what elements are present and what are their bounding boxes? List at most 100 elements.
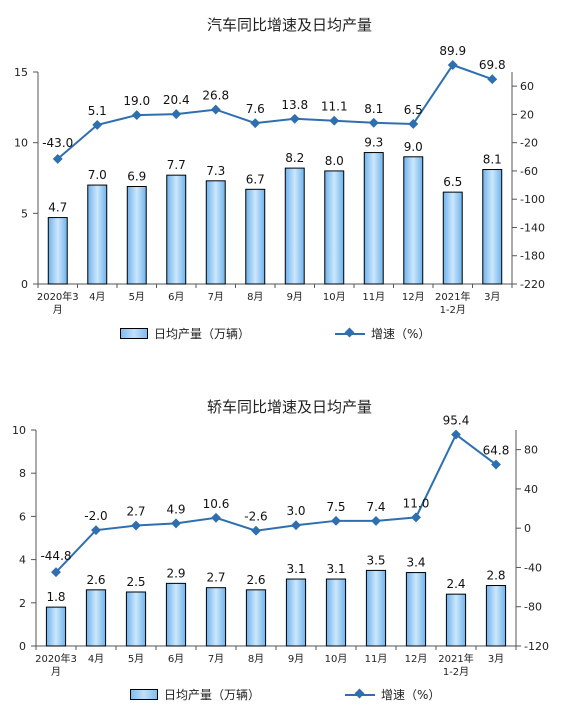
growth-line xyxy=(55,432,497,573)
bar-value-label: 7.0 xyxy=(88,168,107,182)
x-tick-label: 4月 xyxy=(89,291,105,303)
x-tick-label: 5月 xyxy=(128,653,144,665)
line-value-label: -2.0 xyxy=(84,509,107,523)
bar-value-label: 6.5 xyxy=(443,175,462,189)
left-tick-label: 6 xyxy=(19,510,26,523)
line-point xyxy=(331,515,341,526)
bar xyxy=(363,152,384,285)
x-tick-label: 11月 xyxy=(362,291,385,303)
chart-panel-sedan: 轿车同比增速及日均产量 0 2 4 6 8 10 80 40 0 -40 -80 -120 2020年3… xyxy=(0,356,579,712)
left-tick-label: 10 xyxy=(12,424,26,437)
right-tick-label: -20 xyxy=(520,137,538,150)
x-tick-label: 6月 xyxy=(168,653,184,665)
growth-line xyxy=(57,63,493,160)
legend-bar: 日均产量（万辆） xyxy=(130,686,260,703)
bar xyxy=(324,170,345,285)
x-tick-label: 8月 xyxy=(248,653,264,665)
right-tick-label: -40 xyxy=(524,561,542,574)
legend-line-label: 增速（%） xyxy=(381,688,441,702)
bar-value-label: 3.4 xyxy=(406,556,425,570)
line-value-label: 3.0 xyxy=(286,504,305,518)
bar xyxy=(205,587,227,647)
right-tick-label: -60 xyxy=(520,165,538,178)
bar-value-label: 2.6 xyxy=(86,573,105,587)
bar xyxy=(405,572,427,647)
x-tick-label: 1-2月 xyxy=(440,304,466,316)
line-point xyxy=(131,520,141,531)
x-tick-label: 2021年 xyxy=(435,290,470,303)
bar-swatch-icon xyxy=(120,328,148,339)
x-tick-label: 6月 xyxy=(168,291,184,303)
x-tick-label: 4月 xyxy=(88,653,104,665)
x-tick-label: 9月 xyxy=(288,653,304,665)
line-point xyxy=(210,104,221,115)
bar-value-label: 9.0 xyxy=(404,140,423,154)
bar-value-label: 2.7 xyxy=(206,571,225,585)
left-tick-label: 10 xyxy=(14,137,28,150)
line-point xyxy=(329,115,340,126)
line-point xyxy=(171,518,181,529)
bar xyxy=(87,184,108,285)
line-point xyxy=(251,525,261,536)
line-value-label: 5.1 xyxy=(88,104,107,118)
x-tick-label: 2020年3 xyxy=(35,652,77,665)
right-tick-label: -180 xyxy=(520,250,545,263)
bar-value-label: 8.0 xyxy=(325,154,344,168)
x-tick-label: 9月 xyxy=(287,291,303,303)
legend-line-label: 增速（%） xyxy=(371,327,431,341)
x-tick-label: 10月 xyxy=(325,653,348,665)
right-tick-label: 80 xyxy=(524,444,538,457)
line-value-label: 7.4 xyxy=(366,500,385,514)
left-tick-label: 4 xyxy=(19,554,26,567)
x-tick-label: 月 xyxy=(53,304,63,316)
x-tick-label: 12月 xyxy=(402,291,425,303)
line-value-label: 8.1 xyxy=(364,102,383,116)
line-point xyxy=(131,110,142,121)
x-tick-label: 2021年 xyxy=(438,652,473,665)
x-tick-label: 3月 xyxy=(488,653,504,665)
right-tick-label: 40 xyxy=(524,483,538,496)
bar xyxy=(285,578,307,647)
left-tick-label: 2 xyxy=(19,597,26,610)
legend-bar-label: 日均产量（万辆） xyxy=(154,327,251,341)
x-tick-label: 12月 xyxy=(405,653,428,665)
line-point xyxy=(368,117,379,128)
right-tick-label: 20 xyxy=(520,108,534,121)
legend-bar: 日均产量（万辆） xyxy=(120,325,250,342)
bar xyxy=(365,569,387,647)
x-tick-label: 月 xyxy=(51,666,61,678)
line-point xyxy=(487,74,498,85)
bar xyxy=(245,188,266,285)
bar xyxy=(47,217,68,285)
legend-line: 增速（%） xyxy=(335,325,430,342)
line-value-label: 10.6 xyxy=(203,497,230,511)
bar-value-label: 3.1 xyxy=(326,562,345,576)
left-tick-label: 15 xyxy=(14,66,28,79)
left-tick-label: 5 xyxy=(21,207,28,220)
bar xyxy=(45,606,67,647)
bar xyxy=(245,589,267,647)
bar-value-label: 8.2 xyxy=(285,151,304,165)
chart-title: 汽车同比增速及日均产量 xyxy=(206,16,372,34)
right-tick-label: -220 xyxy=(520,278,545,291)
line-point xyxy=(371,515,381,526)
bar xyxy=(445,593,467,647)
line-value-label: 19.0 xyxy=(123,94,150,108)
bar xyxy=(166,174,187,285)
line-value-label: 13.8 xyxy=(281,98,308,112)
line-value-label: 11.0 xyxy=(403,496,430,510)
bar-value-label: 2.8 xyxy=(486,569,505,583)
left-tick-label: 0 xyxy=(19,640,26,653)
chart-title: 轿车同比增速及日均产量 xyxy=(206,398,372,416)
line-value-label: 69.8 xyxy=(479,58,506,72)
x-tick-label: 11月 xyxy=(365,653,388,665)
bar-value-label: 9.3 xyxy=(364,136,383,150)
bar-value-label: 3.1 xyxy=(286,562,305,576)
bar xyxy=(125,591,147,647)
line-value-label: 11.1 xyxy=(321,100,348,114)
bar-value-label: 2.6 xyxy=(246,573,265,587)
x-tick-label: 5月 xyxy=(129,291,145,303)
bar xyxy=(403,156,424,285)
line-point xyxy=(289,113,300,124)
